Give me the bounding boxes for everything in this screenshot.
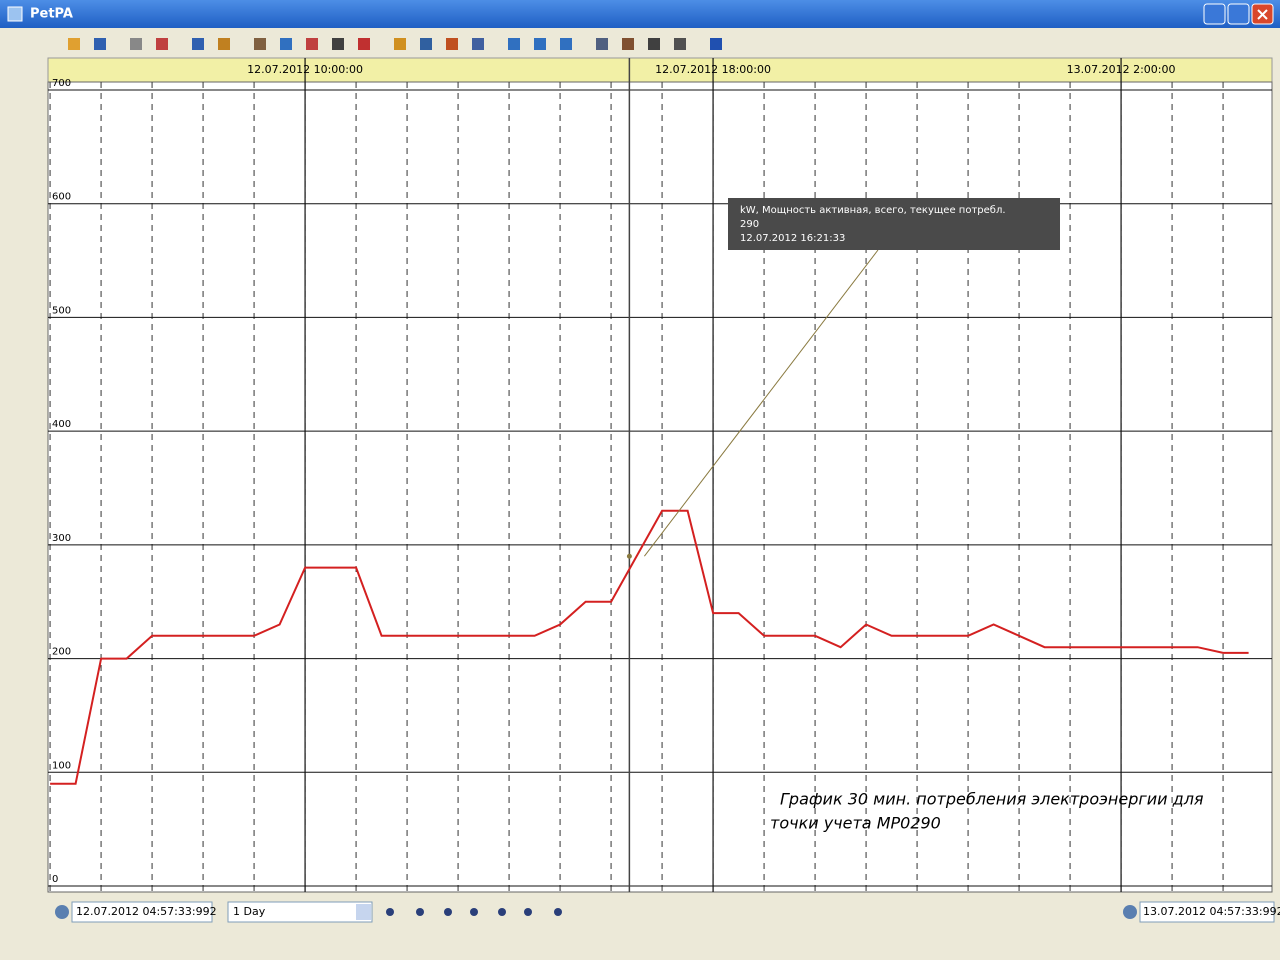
minimize-button[interactable] (1203, 3, 1226, 25)
toolbar-icon (254, 38, 266, 50)
start-date: 12.07.2012 04:57:33:992 (76, 905, 217, 918)
toolbar-icon (394, 38, 406, 50)
nav-icon (386, 908, 394, 916)
nav-icon (498, 908, 506, 916)
series-line (50, 509, 1249, 785)
toolbar-icon (472, 38, 484, 50)
y-tick-label: 200 (52, 647, 71, 658)
status-bg (0, 896, 1280, 960)
start-date-field[interactable] (71, 901, 213, 923)
nav-icon (444, 908, 452, 916)
y-tick-label: 0 (52, 874, 58, 885)
tooltip-leader (643, 249, 879, 557)
y-tick-label: 100 (52, 760, 71, 771)
period: 1 Day (233, 905, 266, 918)
clock-icon (55, 905, 69, 919)
toolbar-icon (596, 38, 608, 50)
toolbar-icon (280, 38, 292, 50)
toolbar-icon (622, 38, 634, 50)
toolbar-icon (534, 38, 546, 50)
end-date: 13.07.2012 04:57:33:992 (1143, 905, 1280, 918)
toolbar-icon (68, 38, 80, 50)
toolbar-icon (156, 38, 168, 50)
window-controls (1203, 3, 1274, 25)
y-tick-label: 500 (52, 305, 71, 316)
combo-arrow[interactable] (356, 904, 371, 920)
cursor-point (626, 553, 632, 559)
window-title: PetPA (30, 7, 73, 22)
toolbar-icon (192, 38, 204, 50)
annotation: График 30 мин. потребления электроэнерги… (780, 790, 1204, 809)
toolbar-icon (358, 38, 370, 50)
toolbar-icon (332, 38, 344, 50)
tooltip-time: 12.07.2012 16:21:33 (740, 233, 845, 244)
toolbar-icon (446, 38, 458, 50)
nav-icon (416, 908, 424, 916)
toolbar-icon (648, 38, 660, 50)
toolbar-icon (674, 38, 686, 50)
tooltip-value: 290 (740, 219, 759, 230)
toolbar-icon (130, 38, 142, 50)
y-tick-label: 600 (52, 192, 71, 203)
toolbar (64, 34, 726, 54)
y-tick-label: 700 (52, 78, 71, 89)
x-tick-label: 12.07.2012 10:00:00 (247, 63, 363, 76)
toolbar-icon (306, 38, 318, 50)
tooltip (728, 198, 1060, 250)
annotation: точки учета МР0290 (770, 814, 941, 833)
y-tick-label: 400 (52, 419, 71, 430)
toolbar-icon (420, 38, 432, 50)
nav-icon (470, 908, 478, 916)
y-tick-label: 300 (52, 533, 71, 544)
nav-icon (554, 908, 562, 916)
close-icon (1257, 9, 1268, 20)
toolbar-icon (710, 38, 722, 50)
app-icon (7, 6, 23, 22)
toolbar-icon (94, 38, 106, 50)
maximize-button[interactable] (1227, 3, 1250, 25)
plot-area (47, 81, 1273, 893)
plot: 0 100 200 300 400 500 600 700 12.07.2012 10:00:0… (48, 58, 1272, 892)
x-tick-label: 13.07.2012 2:00:00 (1067, 63, 1176, 76)
bottom-bar: 12.07.2012 04:57:33:992 1 Day 13.07.2012… (0, 896, 1280, 960)
toolbar-icon (560, 38, 572, 50)
toolbar-icon (218, 38, 230, 50)
title-bar (0, 0, 1280, 28)
navigation (380, 903, 568, 921)
end-date-field[interactable] (1139, 901, 1275, 923)
period-combo[interactable] (227, 901, 373, 923)
toolbar-icon (508, 38, 520, 50)
clock-icon (1123, 905, 1137, 919)
tooltip-series: kW, Мощность активная, всего, текущее по… (740, 205, 1006, 216)
x-tick-label: 12.07.2012 18:00:00 (655, 63, 771, 76)
nav-icon (524, 908, 532, 916)
